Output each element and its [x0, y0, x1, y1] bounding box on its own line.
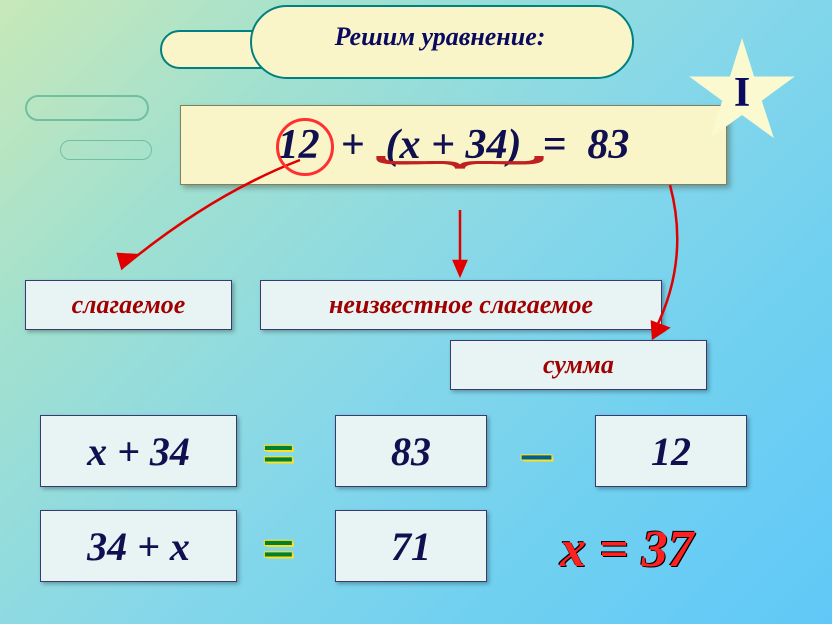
decor-cloud-small-1: [25, 95, 149, 121]
star-label: I: [734, 69, 750, 117]
minus-op: –: [522, 418, 551, 485]
step-r1c3: 12: [595, 415, 747, 487]
circle-highlight: [276, 118, 334, 176]
label-unknown-addend: неизвестное слагаемое: [260, 280, 662, 330]
arrow-unknown: [440, 205, 480, 285]
equals-1: =: [262, 420, 295, 487]
page-title: Решим уравнение:: [260, 22, 620, 52]
step-r2c2: 71: [335, 510, 487, 582]
equals-2: =: [262, 515, 295, 582]
step-r2c1: 34 + х: [40, 510, 237, 582]
step-r1c1: х + 34: [40, 415, 237, 487]
arrow-addend: [100, 155, 310, 290]
answer-text: х = 37: [560, 520, 694, 579]
arrow-sum: [640, 180, 700, 350]
step-r1c2: 83: [335, 415, 487, 487]
